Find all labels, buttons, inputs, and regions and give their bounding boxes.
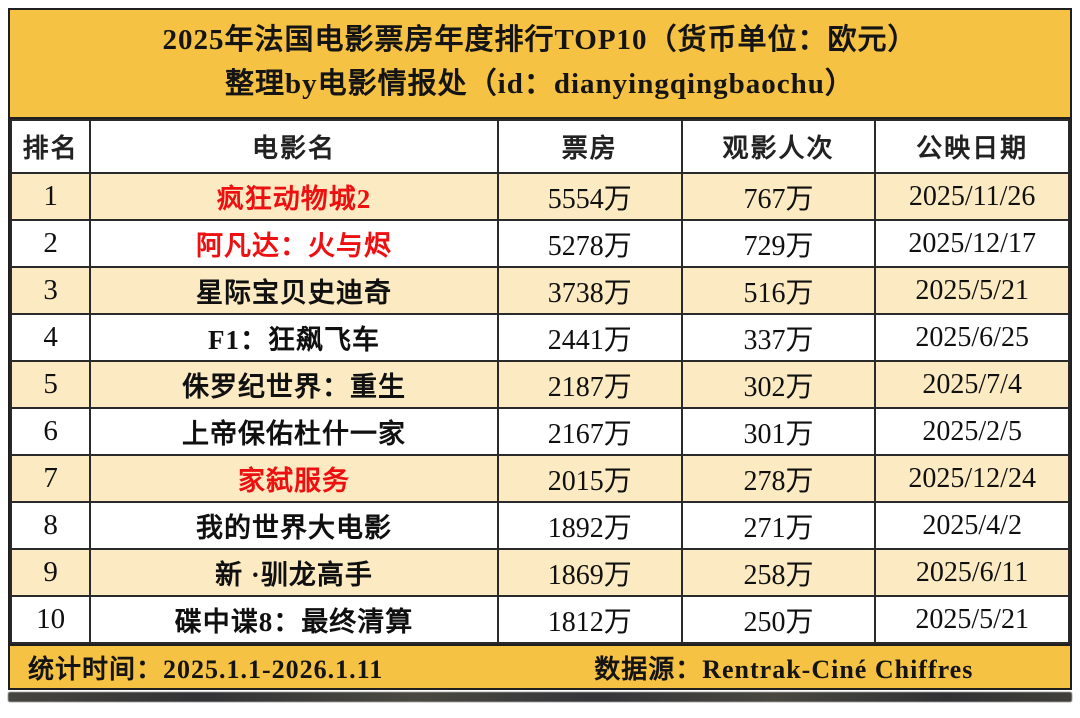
column-header-movie-name: 电影名 — [89, 119, 499, 174]
table-row: 9 新 ·驯龙高手 1869万 258万 2025/6/11 — [9, 548, 1070, 597]
admissions-cell: 271万 — [680, 501, 877, 550]
box-office-cell: 2167万 — [496, 407, 683, 456]
release-date-cell: 2025/12/24 — [874, 454, 1070, 503]
table-row: 10 碟中谍8：最终清算 1812万 250万 2025/5/21 — [9, 595, 1070, 644]
movie-name-cell: 碟中谍8：最终清算 — [89, 595, 499, 644]
stats-period-label: 统计时间：2025.1.1-2026.1.11 — [28, 654, 384, 684]
release-date-cell: 2025/6/25 — [874, 313, 1070, 362]
box-office-cell: 1812万 — [496, 595, 683, 644]
admissions-cell: 278万 — [680, 454, 877, 503]
page-title: 2025年法国电影票房年度排行TOP10（货币单位：欧元） — [162, 24, 918, 56]
rank-cell: 7 — [9, 454, 92, 503]
admissions-cell: 729万 — [680, 219, 877, 268]
admissions-cell: 767万 — [680, 172, 877, 221]
box-office-cell: 1869万 — [496, 548, 683, 597]
box-office-cell: 2187万 — [496, 360, 683, 409]
table-row: 8 我的世界大电影 1892万 271万 2025/4/2 — [9, 501, 1070, 550]
movie-name-cell: 疯狂动物城2 — [89, 172, 499, 221]
title-block: 2025年法国电影票房年度排行TOP10（货币单位：欧元） 整理by电影情报处（… — [10, 10, 1070, 119]
box-office-table: 排名 电影名 票房 观影人次 公映日期 1 疯狂动物城2 5554万 767万 … — [9, 119, 1070, 644]
rank-cell: 5 — [9, 360, 92, 409]
rank-cell: 8 — [9, 501, 92, 550]
movie-name-cell: 新 ·驯龙高手 — [89, 548, 499, 597]
rank-cell: 2 — [9, 219, 92, 268]
data-source-label: 数据源：Rentrak-Ciné Chiffres — [594, 654, 974, 684]
release-date-cell: 2025/5/21 — [874, 595, 1070, 644]
movie-name-cell: 星际宝贝史迪奇 — [89, 266, 499, 315]
table-row: 3 星际宝贝史迪奇 3738万 516万 2025/5/21 — [9, 266, 1070, 315]
rank-cell: 6 — [9, 407, 92, 456]
blurred-watermark-strip — [8, 692, 1072, 702]
column-header-rank: 排名 — [9, 119, 92, 174]
table-row: 7 家弑服务 2015万 278万 2025/12/24 — [9, 454, 1070, 503]
rank-cell: 4 — [9, 313, 92, 362]
rank-cell: 9 — [9, 548, 92, 597]
box-office-cell: 2015万 — [496, 454, 683, 503]
rank-cell: 10 — [9, 595, 92, 644]
table-row: 2 阿凡达：火与烬 5278万 729万 2025/12/17 — [9, 219, 1070, 268]
movie-name-cell: 侏罗纪世界：重生 — [89, 360, 499, 409]
table-row: 6 上帝保佑杜什一家 2167万 301万 2025/2/5 — [9, 407, 1070, 456]
movie-name-cell: 阿凡达：火与烬 — [89, 219, 499, 268]
ranking-table-card: 2025年法国电影票房年度排行TOP10（货币单位：欧元） 整理by电影情报处（… — [8, 8, 1072, 690]
column-header-box-office: 票房 — [496, 119, 683, 174]
movie-name-cell: 上帝保佑杜什一家 — [89, 407, 499, 456]
table-row: 4 F1：狂飙飞车 2441万 337万 2025/6/25 — [9, 313, 1070, 362]
movie-name-cell: 家弑服务 — [89, 454, 499, 503]
rank-cell: 3 — [9, 266, 92, 315]
box-office-cell: 2441万 — [496, 313, 683, 362]
table-row: 1 疯狂动物城2 5554万 767万 2025/11/26 — [9, 172, 1070, 221]
admissions-cell: 337万 — [680, 313, 877, 362]
footer-bar: 统计时间：2025.1.1-2026.1.11 数据源：Rentrak-Ciné… — [10, 644, 1070, 688]
admissions-cell: 516万 — [680, 266, 877, 315]
admissions-cell: 302万 — [680, 360, 877, 409]
release-date-cell: 2025/12/17 — [874, 219, 1070, 268]
table-header-row: 排名 电影名 票房 观影人次 公映日期 — [9, 119, 1070, 174]
admissions-cell: 258万 — [680, 548, 877, 597]
box-office-cell: 1892万 — [496, 501, 683, 550]
table-row: 5 侏罗纪世界：重生 2187万 302万 2025/7/4 — [9, 360, 1070, 409]
release-date-cell: 2025/4/2 — [874, 501, 1070, 550]
box-office-cell: 3738万 — [496, 266, 683, 315]
release-date-cell: 2025/7/4 — [874, 360, 1070, 409]
release-date-cell: 2025/11/26 — [874, 172, 1070, 221]
movie-name-cell: F1：狂飙飞车 — [89, 313, 499, 362]
column-header-release-date: 公映日期 — [874, 119, 1070, 174]
page-subtitle: 整理by电影情报处（id：dianyingqingbaochu） — [225, 67, 855, 100]
box-office-cell: 5554万 — [496, 172, 683, 221]
admissions-cell: 250万 — [680, 595, 877, 644]
release-date-cell: 2025/5/21 — [874, 266, 1070, 315]
movie-name-cell: 我的世界大电影 — [89, 501, 499, 550]
release-date-cell: 2025/2/5 — [874, 407, 1070, 456]
release-date-cell: 2025/6/11 — [874, 548, 1070, 597]
column-header-admissions: 观影人次 — [680, 119, 877, 174]
rank-cell: 1 — [9, 172, 92, 221]
admissions-cell: 301万 — [680, 407, 877, 456]
box-office-cell: 5278万 — [496, 219, 683, 268]
